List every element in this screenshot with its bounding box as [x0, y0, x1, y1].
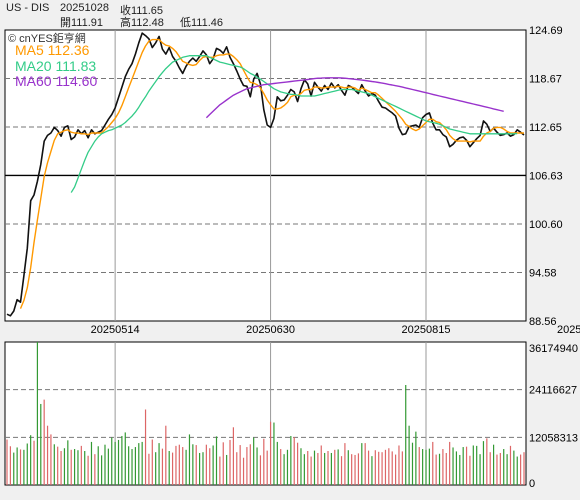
price-axis-tick-label: 88.56 — [529, 316, 557, 328]
price-axis-tick-label: 106.63 — [529, 170, 563, 182]
series-line-price — [6, 32, 525, 317]
legend-ma60: MA60 114.60 — [15, 73, 98, 89]
legend-ma20: MA20 111.83 — [15, 58, 97, 74]
price-axis-tick-label: 112.65 — [529, 122, 562, 134]
series-line-ma60 — [205, 77, 504, 119]
price-axis-tick-label: 118.67 — [529, 73, 562, 85]
price-panel: 124.69 118.67 112.65 106.63 100.60 94.58 88.56… — [4, 25, 580, 336]
legend-ma5: MA5 112.36 — [15, 42, 90, 58]
volume-axis-tick-label: 24116627 — [529, 385, 577, 397]
price-axis-tick-label: 94.58 — [529, 268, 557, 280]
series-line-ma5 — [19, 38, 524, 309]
volume-axis-tick-label: 12058313 — [529, 432, 578, 444]
symbol-label: US - DIS — [6, 2, 50, 14]
volume-panel: 36174940 24116627 12058313 0 — [4, 341, 578, 490]
series-line-ma20 — [70, 55, 518, 193]
date-axis-tick-label: 20250514 — [91, 324, 140, 336]
volume-axis-tick-label: 0 — [529, 478, 535, 490]
volume-axis-tick-label: 36174940 — [529, 343, 578, 355]
price-axis-tick-label: 124.69 — [529, 25, 563, 37]
date-axis-tick-label: 20250630 — [246, 324, 295, 336]
close-price-label: 收111.65 — [120, 5, 164, 17]
date-axis-tick-label: 20250930 — [557, 324, 580, 336]
source-watermark: © cnYES鉅亨網 — [8, 33, 86, 45]
high-price-label: 高112.48 — [120, 17, 164, 29]
open-price-label: 開111.91 — [60, 17, 104, 29]
low-price-label: 低111.46 — [180, 17, 224, 29]
date-axis-tick-label: 20250815 — [402, 324, 451, 336]
date-label: 20251028 — [60, 2, 109, 14]
price-axis-tick-label: 100.60 — [529, 219, 563, 231]
volume-plot-area — [4, 341, 527, 486]
